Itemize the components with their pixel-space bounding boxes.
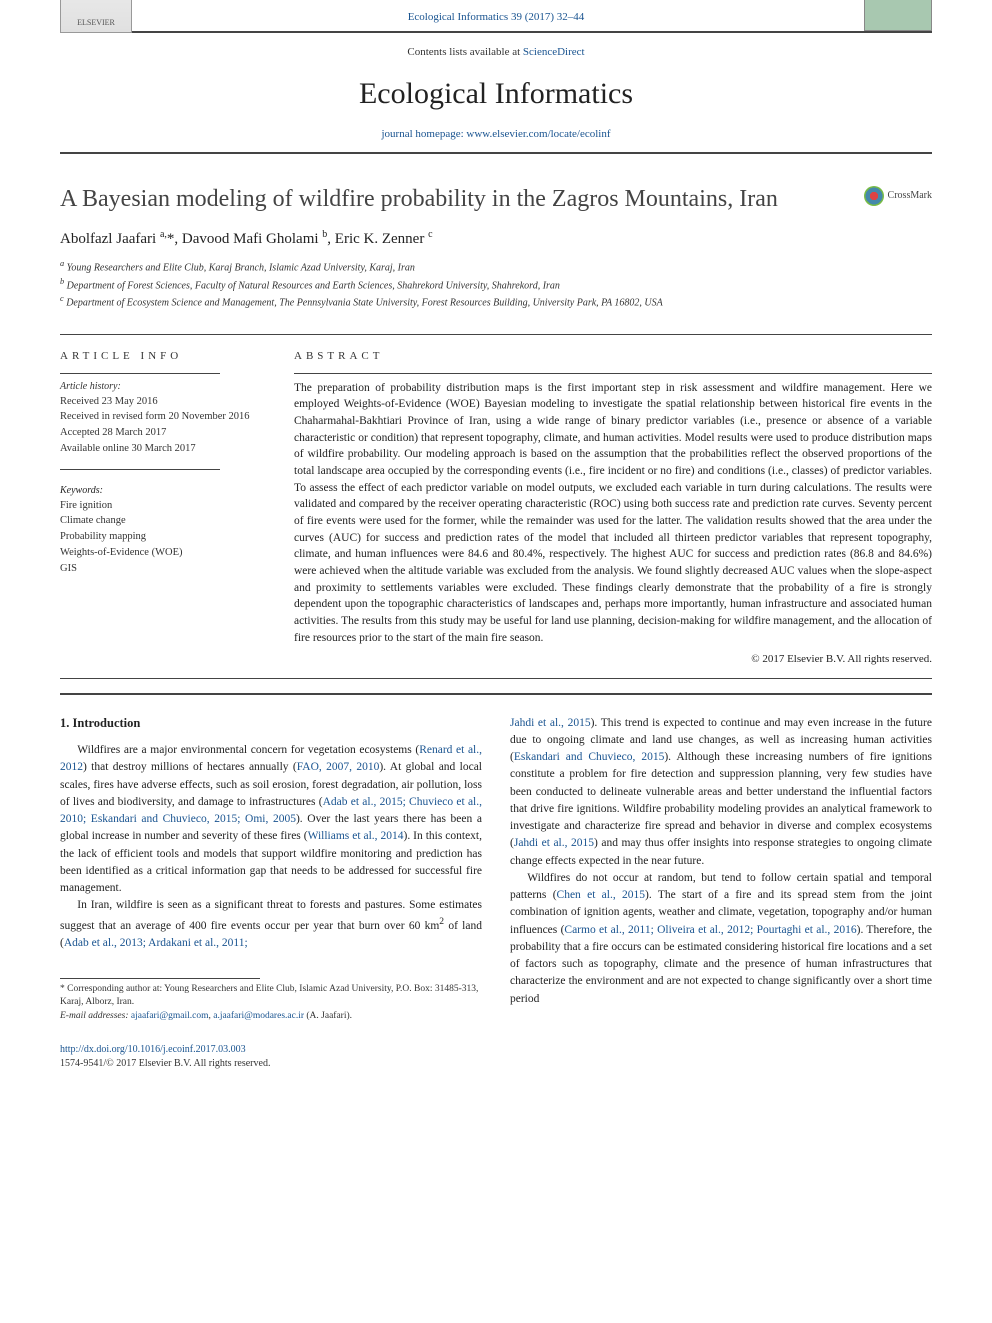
- keywords-list: Fire ignition Climate change Probability…: [60, 498, 270, 577]
- homepage-link[interactable]: www.elsevier.com/locate/ecolinf: [466, 128, 610, 140]
- affiliation-c: c Department of Ecosystem Science and Ma…: [60, 293, 932, 310]
- abstract-copyright: © 2017 Elsevier B.V. All rights reserved…: [294, 652, 932, 667]
- homepage-prefix: journal homepage:: [382, 128, 467, 140]
- issn-copyright: 1574-9541/© 2017 Elsevier B.V. All right…: [60, 1058, 270, 1069]
- citation-link[interactable]: Williams et al., 2014: [308, 830, 404, 842]
- keywords-label: Keywords:: [60, 484, 270, 498]
- article-info-heading: ARTICLE INFO: [60, 349, 270, 364]
- citation-link[interactable]: Eskandari and Chuvieco, 2015: [514, 751, 664, 763]
- keyword: Probability mapping: [60, 529, 270, 545]
- journal-homepage: journal homepage: www.elsevier.com/locat…: [60, 123, 932, 152]
- doi-block: http://dx.doi.org/10.1016/j.ecoinf.2017.…: [0, 1023, 992, 1101]
- rule-info: [60, 373, 220, 374]
- article-title: A Bayesian modeling of wildfire probabil…: [60, 184, 932, 214]
- meta-abstract-row: ARTICLE INFO Article history: Received 2…: [0, 335, 992, 668]
- crossmark-badge[interactable]: CrossMark: [864, 186, 932, 206]
- elsevier-logo: ELSEVIER: [60, 0, 132, 33]
- history-label: Article history:: [60, 380, 270, 394]
- affiliations: a Young Researchers and Elite Club, Kara…: [60, 258, 932, 310]
- email-link[interactable]: a.jaafari@modares.ac.ir: [213, 1011, 304, 1021]
- citation-link[interactable]: Chen et al., 2015: [557, 889, 646, 901]
- citation-link[interactable]: Adab et al., 2013; Ardakani et al., 2011…: [64, 937, 248, 949]
- keyword: GIS: [60, 561, 270, 577]
- affiliation-b: b Department of Forest Sciences, Faculty…: [60, 276, 932, 293]
- keyword: Climate change: [60, 513, 270, 529]
- email-note: E-mail addresses: ajaafari@gmail.com, a.…: [60, 1010, 482, 1023]
- keyword: Weights-of-Evidence (WOE): [60, 545, 270, 561]
- history-list: Received 23 May 2016 Received in revised…: [60, 394, 270, 457]
- sciencedirect-link[interactable]: ScienceDirect: [523, 46, 585, 58]
- contents-line: Contents lists available at ScienceDirec…: [60, 33, 932, 64]
- abstract-text: The preparation of probability distribut…: [294, 380, 932, 647]
- body-column-left: 1. Introduction Wildfires are a major en…: [60, 715, 482, 1023]
- body-column-right: Jahdi et al., 2015). This trend is expec…: [510, 715, 932, 1023]
- paragraph: Wildfires are a major environmental conc…: [60, 742, 482, 897]
- paragraph: In Iran, wildfire is seen as a significa…: [60, 897, 482, 952]
- history-received: Received 23 May 2016: [60, 394, 270, 410]
- paragraph: Wildfires do not occur at random, but te…: [510, 870, 932, 1008]
- publication-reference: Ecological Informatics 39 (2017) 32–44: [0, 0, 992, 31]
- citation-link[interactable]: Jahdi et al., 2015: [514, 837, 594, 849]
- rule-abstract-bottom-1: [60, 678, 932, 679]
- citation-link[interactable]: FAO, 2007, 2010: [297, 761, 380, 773]
- body-text-right: Jahdi et al., 2015). This trend is expec…: [510, 715, 932, 1008]
- history-accepted: Accepted 28 March 2017: [60, 425, 270, 441]
- rule-abstract: [294, 373, 932, 374]
- journal-header-block: ELSEVIER ECOLOGICAL INFORMATICS Contents…: [0, 33, 992, 152]
- doi-link[interactable]: http://dx.doi.org/10.1016/j.ecoinf.2017.…: [60, 1044, 246, 1055]
- abstract-heading: ABSTRACT: [294, 349, 932, 364]
- rule-keywords: [60, 469, 220, 470]
- article-header: CrossMark A Bayesian modeling of wildfir…: [0, 154, 992, 320]
- crossmark-label: CrossMark: [888, 189, 932, 203]
- affiliation-a: a Young Researchers and Elite Club, Kara…: [60, 258, 932, 275]
- body-columns: 1. Introduction Wildfires are a major en…: [0, 695, 992, 1023]
- corresponding-author-note: * Corresponding author at: Young Researc…: [60, 983, 482, 1010]
- history-online: Available online 30 March 2017: [60, 441, 270, 457]
- article-info-column: ARTICLE INFO Article history: Received 2…: [60, 349, 270, 668]
- journal-title: Ecological Informatics: [60, 65, 932, 123]
- email-link[interactable]: ajaafari@gmail.com: [131, 1011, 209, 1021]
- crossmark-icon: [864, 186, 884, 206]
- abstract-column: ABSTRACT The preparation of probability …: [294, 349, 932, 668]
- authors: Abolfazl Jaafari a,*, Davood Mafi Gholam…: [60, 228, 932, 250]
- body-text-left: Wildfires are a major environmental conc…: [60, 742, 482, 952]
- history-revised: Received in revised form 20 November 201…: [60, 409, 270, 425]
- journal-cover-thumbnail: ECOLOGICAL INFORMATICS: [864, 0, 932, 31]
- intro-heading: 1. Introduction: [60, 715, 482, 733]
- paragraph: Jahdi et al., 2015). This trend is expec…: [510, 715, 932, 870]
- keyword: Fire ignition: [60, 498, 270, 514]
- contents-prefix: Contents lists available at: [407, 46, 522, 58]
- citation-link[interactable]: Jahdi et al., 2015: [510, 717, 591, 729]
- citation-link[interactable]: Carmo et al., 2011; Oliveira et al., 201…: [564, 924, 856, 936]
